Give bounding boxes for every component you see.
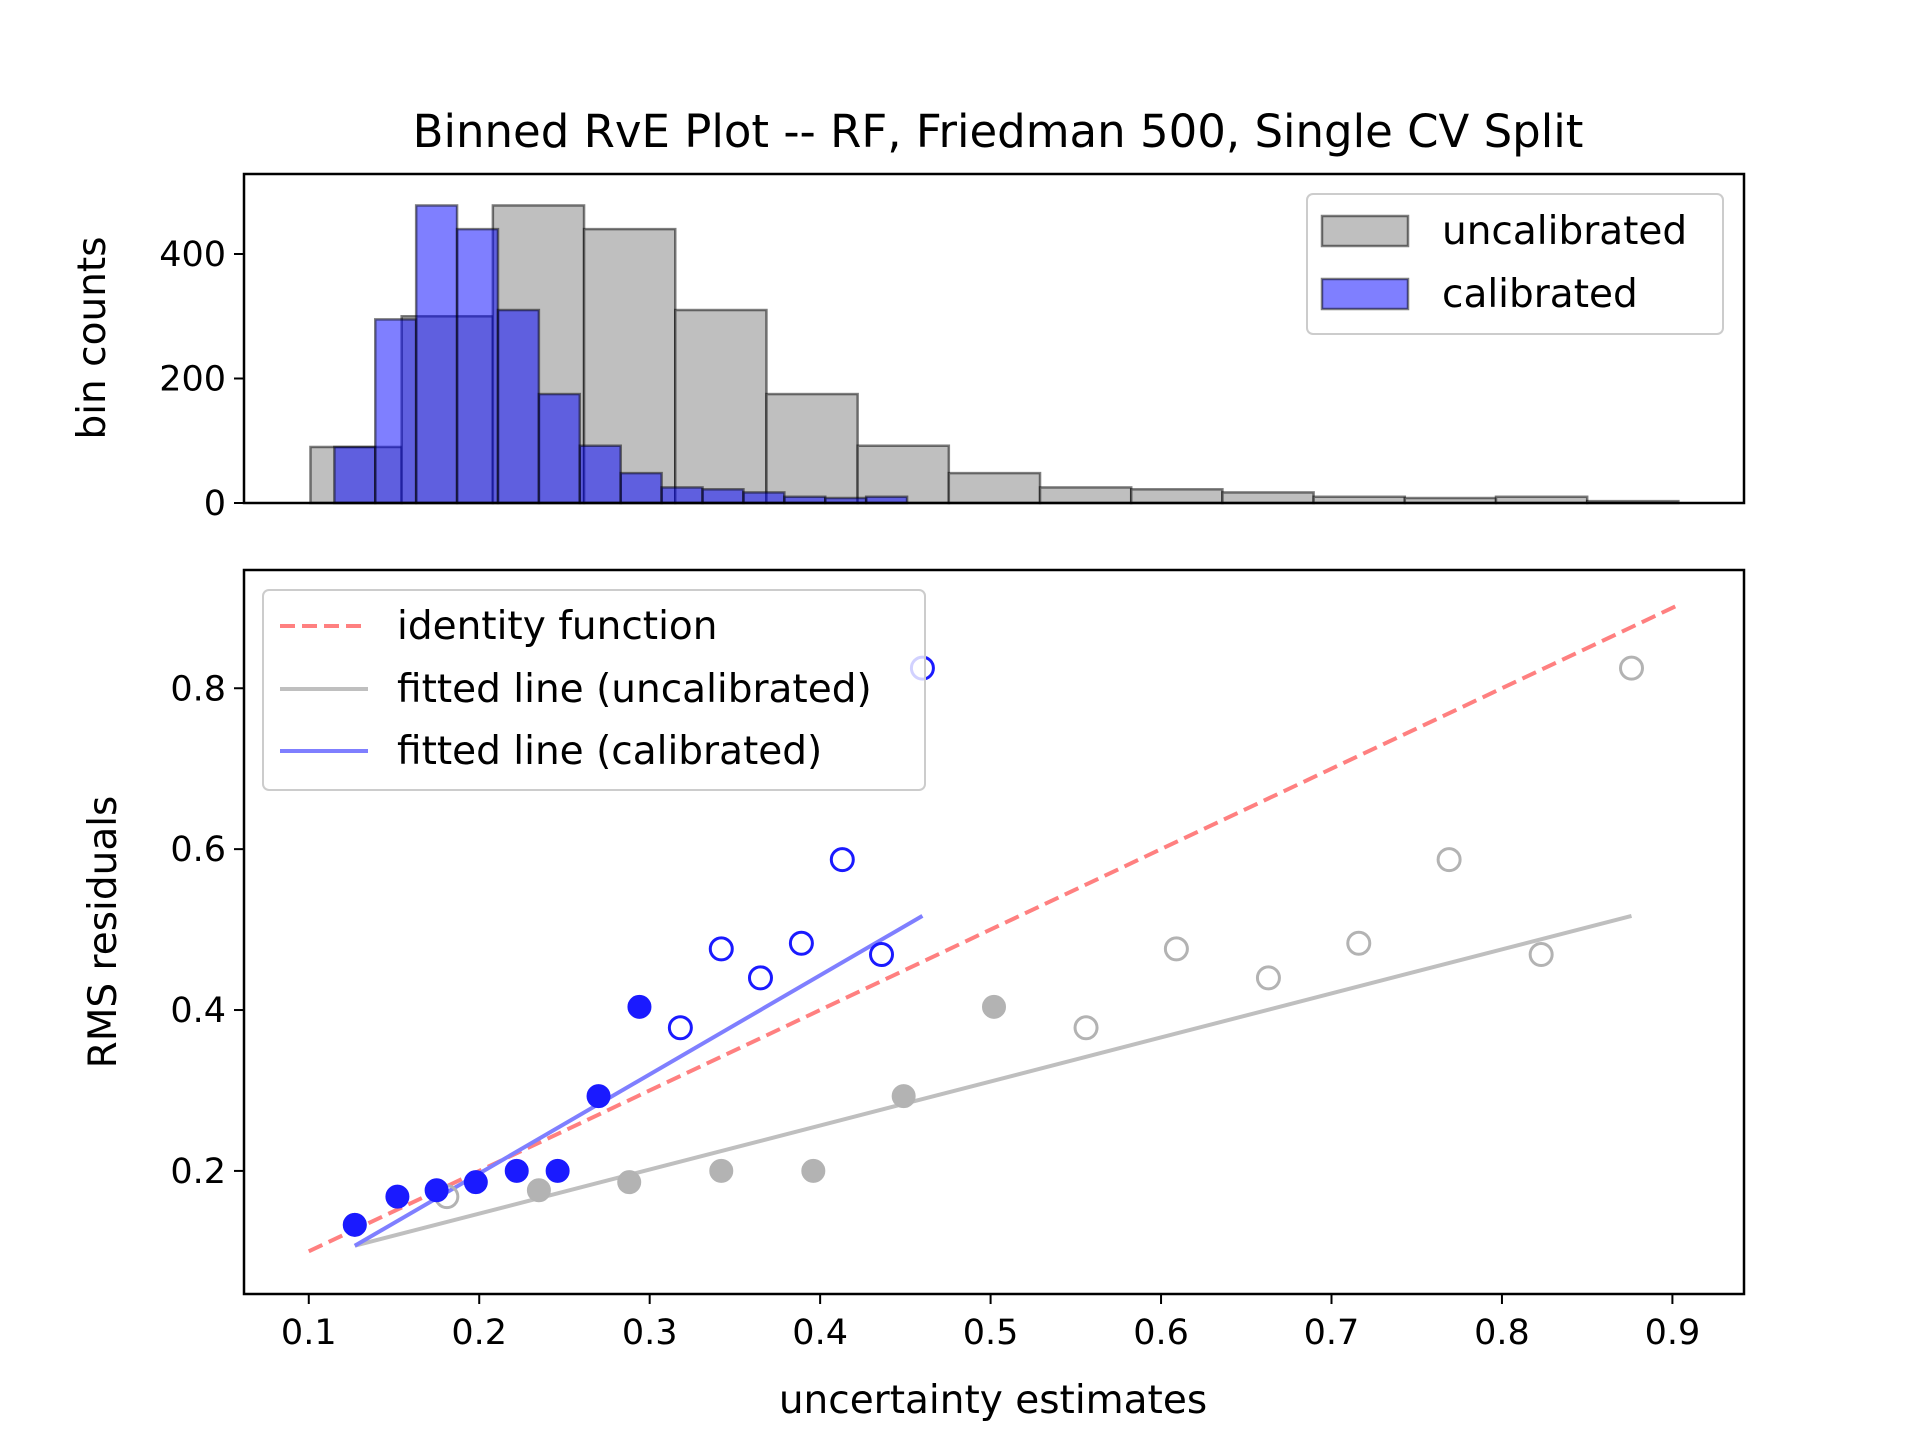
rve-point-calibrated [788, 930, 814, 956]
histogram-bar-calibrated [374, 318, 418, 505]
rve-y-ticks: 0.2 0.4 0.6 0.8 [170, 669, 244, 1192]
legend-label-uncalibrated: uncalibrated [1442, 209, 1687, 254]
rve-x-tick-label: 0.2 [451, 1313, 507, 1353]
rve-point-uncalibrated [891, 1084, 916, 1109]
rve-point-calibrated [342, 1212, 367, 1237]
rve-x-tick-label: 0.9 [1645, 1313, 1701, 1353]
histogram-bar-calibrated [455, 227, 500, 505]
rve-legend: identity function fitted line (uncalibra… [262, 589, 926, 791]
rve-y-tick-label: 0.8 [170, 669, 226, 709]
histogram-bar-calibrated [619, 471, 663, 505]
rve-point-calibrated [463, 1170, 488, 1195]
histogram-bar-uncalibrated [674, 308, 768, 505]
rve-y-tick-label: 0.2 [170, 1152, 226, 1192]
histogram-bar-uncalibrated [1221, 491, 1315, 505]
rve-x-tick-label: 0.1 [281, 1313, 337, 1353]
rve-x-label: uncertainty estimates [779, 1378, 1207, 1423]
rve-lines [307, 604, 1677, 1254]
histogram-bar-uncalibrated [765, 392, 859, 505]
rve-axes-frame [242, 568, 1746, 1296]
histogram-y-tick-label: 0 [204, 484, 226, 524]
rve-point-uncalibrated [1255, 965, 1281, 991]
rve-point-calibrated [869, 942, 894, 968]
legend-swatch-calibrated [1320, 277, 1410, 311]
histogram-axes-frame [242, 172, 1746, 505]
histogram-y-label: bin counts [70, 236, 115, 439]
rve-point-calibrated [747, 965, 773, 991]
rve-point-calibrated [627, 994, 652, 1019]
rve-point-uncalibrated [1528, 942, 1554, 968]
rve-point-calibrated [708, 936, 734, 962]
legend-label-identity: identity function [397, 604, 718, 649]
rve-point-calibrated [829, 847, 855, 873]
histogram-bars [309, 204, 1680, 505]
histogram-bar-calibrated [537, 392, 582, 505]
rve-point-calibrated [504, 1158, 529, 1183]
rve-legend-box [262, 589, 926, 791]
histogram-bar-calibrated [701, 488, 745, 505]
histogram-bar-calibrated [496, 308, 541, 505]
rve-x-tick-label: 0.7 [1304, 1313, 1360, 1353]
rve-line-1 [354, 913, 1633, 1248]
rve-y-label: RMS residuals [81, 796, 126, 1069]
rve-point-calibrated [545, 1158, 570, 1183]
legend-label-calibrated: calibrated [1442, 272, 1638, 317]
rve-point-uncalibrated [801, 1158, 826, 1183]
rve-x-tick-label: 0.4 [792, 1313, 848, 1353]
legend-swatch-uncalibrated [1320, 214, 1410, 248]
rve-line-2 [353, 914, 924, 1248]
histogram-bar-calibrated [742, 491, 786, 505]
rve-point-uncalibrated [709, 1158, 734, 1183]
rve-point-calibrated [424, 1178, 449, 1203]
rve-point-uncalibrated [1073, 1015, 1099, 1041]
rve-point-uncalibrated [1619, 655, 1644, 681]
histogram-bar-calibrated [414, 204, 459, 505]
rve-point-uncalibrated [1163, 936, 1189, 962]
histogram-bar-calibrated [578, 444, 622, 505]
rve-point-calibrated [385, 1184, 410, 1209]
rve-point-uncalibrated [526, 1178, 551, 1203]
rve-x-tick-label: 0.6 [1133, 1313, 1189, 1353]
histogram-y-tick-label: 200 [159, 360, 226, 400]
histogram-bar-uncalibrated [947, 471, 1042, 505]
rve-point-uncalibrated [1346, 930, 1372, 956]
rve-point-calibrated [667, 1015, 693, 1041]
chart-title: Binned RvE Plot -- RF, Friedman 500, Sin… [413, 105, 1584, 158]
rve-point-uncalibrated [982, 994, 1006, 1019]
histogram-bar-uncalibrated [856, 444, 951, 505]
histogram-bar-calibrated [660, 486, 704, 505]
rve-line-0 [307, 604, 1677, 1254]
rve-point-calibrated [586, 1084, 611, 1109]
histogram-bar-calibrated [333, 445, 377, 505]
legend-label-fitted-calibrated: fitted line (calibrated) [397, 729, 822, 774]
rve-point-uncalibrated [617, 1170, 642, 1195]
rve-x-tick-label: 0.5 [963, 1313, 1019, 1353]
rve-point-uncalibrated [1436, 847, 1462, 873]
histogram-bar-uncalibrated [1038, 486, 1133, 505]
histogram-y-tick-label: 400 [159, 235, 226, 275]
histogram-legend: uncalibrated calibrated [1306, 193, 1724, 335]
histogram-y-ticks: 0 200 400 [159, 235, 244, 524]
rve-x-tick-label: 0.8 [1474, 1313, 1530, 1353]
rve-x-tick-label: 0.3 [622, 1313, 678, 1353]
rve-y-tick-label: 0.6 [170, 830, 226, 870]
legend-label-fitted-uncalibrated: fitted line (uncalibrated) [397, 667, 872, 712]
rve-points [342, 655, 1644, 1237]
rve-x-ticks: 0.1 0.2 0.3 0.4 0.5 0.6 0.7 0.8 0.9 [281, 1294, 1700, 1353]
histogram-bar-uncalibrated [1129, 488, 1224, 505]
histogram-legend-box [1306, 193, 1724, 335]
rve-y-tick-label: 0.4 [170, 991, 226, 1031]
